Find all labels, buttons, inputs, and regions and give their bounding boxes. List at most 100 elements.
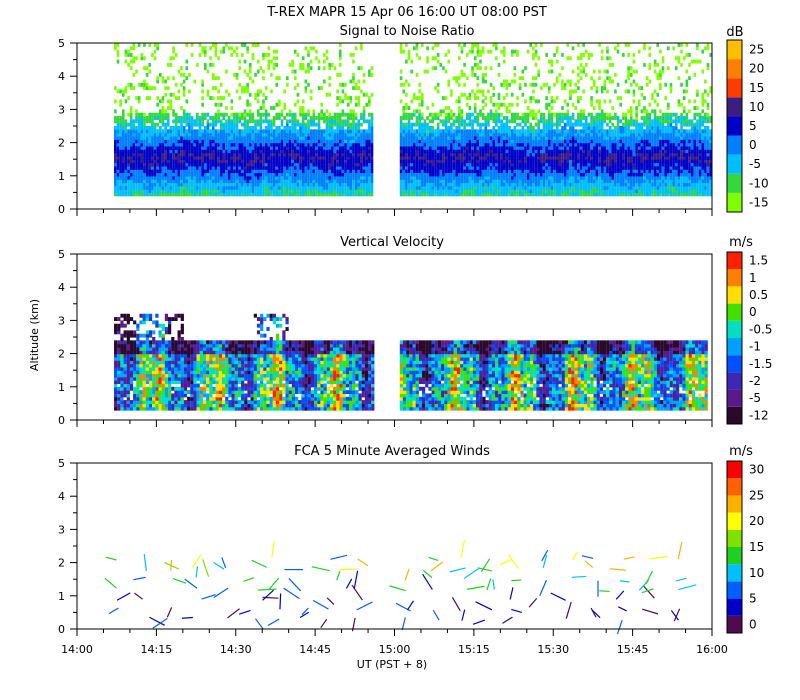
snr-cell: [333, 159, 337, 164]
snr-cell: [214, 119, 218, 124]
snr-cell: [206, 185, 210, 190]
snr-cell: [352, 119, 355, 124]
snr-cell: [590, 165, 593, 170]
snr-cell: [217, 175, 220, 180]
snr-cell: [537, 155, 540, 160]
snr-cell: [415, 129, 419, 134]
snr-cell: [153, 149, 157, 154]
snr-cell: [177, 129, 181, 134]
snr-cell: [267, 152, 271, 157]
snr-cell: [243, 165, 247, 170]
snr-cell: [336, 116, 339, 120]
snr-cell: [405, 165, 408, 170]
snr-cell: [550, 119, 554, 124]
snr-cell: [193, 162, 197, 167]
snr-cell: [116, 43, 120, 47]
snr-cell: [561, 172, 564, 177]
snr-cell: [241, 182, 244, 187]
snr-cell: [344, 142, 347, 147]
snr-cell: [418, 112, 421, 117]
snr-cell: [333, 66, 337, 71]
snr-cell: [219, 182, 223, 187]
snr-cell: [312, 116, 316, 120]
snr-cell: [114, 159, 117, 164]
snr-cell: [188, 116, 191, 120]
snr-cell: [534, 175, 538, 180]
snr-cell: [320, 175, 324, 180]
snr-cell: [301, 175, 305, 180]
snr-cell: [574, 162, 578, 167]
snr-cell: [510, 112, 514, 117]
snr-cell: [317, 116, 321, 120]
snr-cell: [214, 46, 218, 51]
snr-cell: [124, 145, 128, 150]
snr-cell: [328, 155, 331, 160]
snr-cell: [460, 122, 464, 127]
snr-cell: [190, 172, 194, 177]
snr-cell: [368, 139, 371, 144]
snr-cell: [211, 185, 215, 190]
snr-cell: [248, 69, 252, 74]
snr-cell: [471, 152, 474, 157]
snr-cell: [188, 72, 191, 77]
snr-cell: [579, 149, 583, 154]
snr-cell: [251, 169, 255, 174]
snr-cell: [423, 169, 427, 174]
snr-cell: [188, 165, 191, 170]
snr-cell: [600, 122, 604, 127]
snr-cell: [463, 149, 466, 154]
snr-cell: [288, 192, 292, 197]
snr-cell: [331, 189, 334, 193]
snr-cell: [487, 192, 490, 197]
snr-cell: [299, 62, 302, 67]
snr-cell: [524, 145, 527, 150]
snr-cell: [143, 43, 146, 47]
snr-cell: [524, 116, 527, 120]
snr-cell: [159, 139, 162, 144]
snr-cell: [489, 155, 493, 160]
snr-cell: [590, 189, 593, 193]
snr-cell: [410, 116, 413, 120]
snr-cell: [410, 172, 413, 177]
snr-cell: [500, 152, 503, 157]
snr-cell: [550, 175, 554, 180]
snr-cell: [452, 179, 456, 184]
snr-cell: [468, 132, 472, 137]
snr-cell: [333, 179, 337, 184]
snr-cell: [114, 165, 117, 170]
snr-cell: [246, 99, 249, 104]
snr-cell: [286, 135, 289, 140]
snr-cell: [296, 162, 300, 167]
snr-cell: [174, 126, 178, 130]
snr-cell: [447, 172, 451, 177]
snr-cell: [418, 119, 421, 124]
snr-cell: [280, 179, 284, 184]
snr-cell: [241, 145, 244, 150]
snr-cell: [487, 112, 490, 117]
snr-cell: [275, 159, 279, 164]
snr-cell: [315, 185, 318, 190]
snr-cell: [436, 182, 440, 187]
snr-cell: [410, 99, 413, 104]
snr-cell: [248, 109, 252, 114]
snr-cell: [148, 96, 152, 101]
snr-cell: [222, 182, 226, 187]
snr-cell: [587, 165, 591, 170]
snr-cell: [114, 135, 117, 140]
snr-cell: [415, 43, 419, 47]
snr-cell: [338, 182, 342, 187]
snr-cell: [603, 132, 607, 137]
snr-cell: [132, 182, 136, 187]
snr-cell: [370, 129, 374, 134]
snr-cell: [241, 89, 244, 94]
snr-cell: [132, 119, 136, 124]
snr-cell: [264, 135, 268, 140]
snr-cell: [278, 99, 281, 104]
snr-cell: [148, 189, 152, 193]
snr-cell: [418, 109, 421, 114]
snr-cell: [161, 132, 165, 137]
snr-cell: [137, 192, 141, 197]
snr-cell: [196, 179, 199, 184]
snr-cell: [476, 192, 480, 197]
snr-cell: [286, 165, 289, 170]
